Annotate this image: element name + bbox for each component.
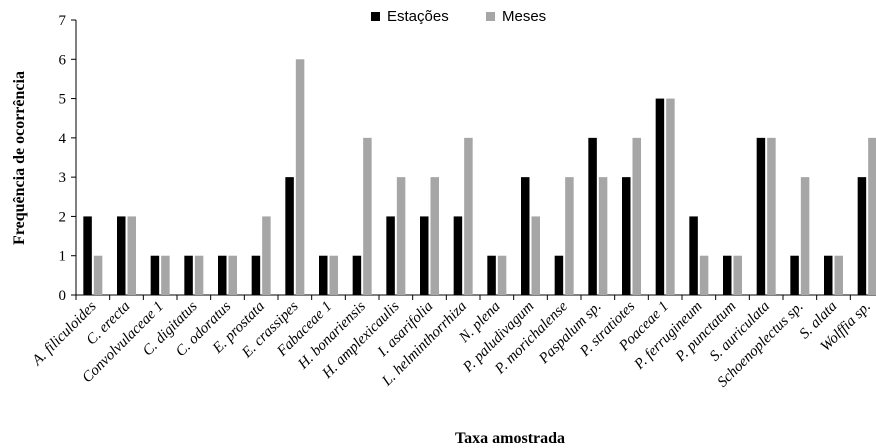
x-axis-title: Taxa amostrada xyxy=(455,430,565,447)
legend-label: Estações xyxy=(387,8,449,25)
bar xyxy=(352,255,362,295)
y-tick-label: 0 xyxy=(59,288,67,304)
bar xyxy=(723,255,732,295)
bar xyxy=(689,216,698,295)
legend-swatch xyxy=(371,12,380,21)
bar xyxy=(497,255,507,295)
y-axis-title: Frequência de ocorrência xyxy=(11,71,28,245)
bar xyxy=(117,216,126,295)
bar xyxy=(531,216,540,295)
bar xyxy=(319,255,328,295)
bar xyxy=(800,177,810,295)
bar xyxy=(588,137,597,295)
y-tick-label: 4 xyxy=(59,131,67,147)
bars xyxy=(83,59,876,296)
y-axis: 0 1 2 3 4 5 6 7 xyxy=(59,13,77,304)
bar xyxy=(83,216,92,295)
bar xyxy=(453,216,463,295)
y-tick-label: 5 xyxy=(59,92,67,108)
bar xyxy=(430,177,439,295)
y-tick-label: 2 xyxy=(59,209,67,225)
series-meses xyxy=(93,59,876,296)
bar xyxy=(161,255,170,295)
bar xyxy=(262,216,271,295)
bar xyxy=(285,177,294,295)
bar xyxy=(733,255,742,295)
bar xyxy=(127,216,136,295)
bar xyxy=(184,255,193,295)
bar xyxy=(363,137,372,295)
bar xyxy=(218,255,227,295)
bar xyxy=(756,137,766,295)
bar xyxy=(521,177,530,295)
bar xyxy=(396,177,406,295)
bar xyxy=(790,255,799,295)
legend-label: Meses xyxy=(502,8,546,25)
bar xyxy=(632,137,641,295)
y-tick-label: 1 xyxy=(59,249,67,265)
bar xyxy=(93,255,103,295)
bar xyxy=(554,255,564,295)
bar xyxy=(386,216,395,295)
bar xyxy=(329,255,338,295)
bar xyxy=(666,98,675,295)
series-estacoes xyxy=(83,98,867,295)
y-tick-label: 3 xyxy=(59,170,67,186)
bar xyxy=(150,255,160,295)
bar xyxy=(420,216,429,295)
bar xyxy=(194,255,204,295)
bar xyxy=(699,255,709,295)
y-tick-label: 6 xyxy=(59,52,67,68)
bar xyxy=(767,137,776,295)
bar xyxy=(857,177,867,295)
bar xyxy=(622,177,631,295)
y-tick-label: 7 xyxy=(59,13,67,29)
bar xyxy=(565,177,574,295)
bar xyxy=(824,255,833,295)
bar xyxy=(251,255,261,295)
legend-swatch xyxy=(486,12,495,21)
bar xyxy=(228,255,237,295)
bar xyxy=(655,98,665,295)
bar xyxy=(295,59,305,296)
bar xyxy=(598,177,608,295)
bar xyxy=(487,255,496,295)
bar xyxy=(464,137,473,295)
bar xyxy=(834,255,843,295)
bar xyxy=(868,137,876,295)
legend: Estações Meses xyxy=(371,8,546,25)
